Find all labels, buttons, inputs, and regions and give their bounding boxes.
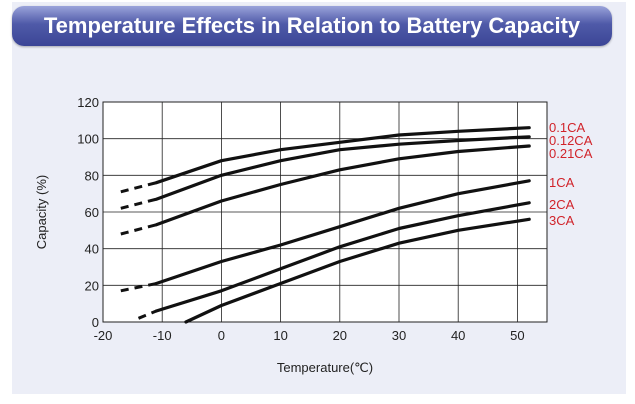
- series-line-dashed: [120, 181, 157, 194]
- series-line: [184, 217, 531, 324]
- series-line-dashed: [137, 309, 157, 320]
- x-tick-label: 50: [510, 328, 524, 343]
- series-label: 0.21CA: [549, 146, 593, 161]
- series-label: 2CA: [549, 197, 575, 212]
- y-tick-label: 80: [85, 168, 99, 183]
- x-tick-label: 10: [273, 328, 287, 343]
- series-line: [154, 135, 531, 201]
- series-line: [154, 144, 531, 227]
- y-tick-label: 60: [85, 205, 99, 220]
- series-line: [154, 126, 531, 185]
- y-tick-label: 120: [77, 95, 99, 110]
- x-axis-label: Temperature(℃): [277, 360, 373, 375]
- y-tick-label: 40: [85, 242, 99, 257]
- series-label: 0.1CA: [549, 120, 585, 135]
- series-line-dashed: [120, 223, 157, 236]
- series-line: [154, 179, 531, 286]
- x-tick-label: 40: [451, 328, 465, 343]
- y-tick-label: 100: [77, 132, 99, 147]
- chart-title: Temperature Effects in Relation to Batte…: [12, 6, 612, 46]
- x-tick-label: 30: [392, 328, 406, 343]
- x-tick-label: -10: [153, 328, 172, 343]
- series-line-dashed: [120, 282, 157, 293]
- x-tick-label: 0: [218, 328, 225, 343]
- x-tick-label: 20: [333, 328, 347, 343]
- series-line-dashed: [120, 197, 157, 210]
- y-axis-label: Capacity (%): [34, 175, 49, 249]
- x-tick-label: -20: [94, 328, 113, 343]
- series-label: 3CA: [549, 213, 575, 228]
- series-label: 1CA: [549, 175, 575, 190]
- y-tick-label: 20: [85, 278, 99, 293]
- series-line: [154, 201, 531, 313]
- series-label: 0.12CA: [549, 133, 593, 148]
- plot-frame: [102, 101, 548, 323]
- y-tick-label: 0: [92, 315, 99, 330]
